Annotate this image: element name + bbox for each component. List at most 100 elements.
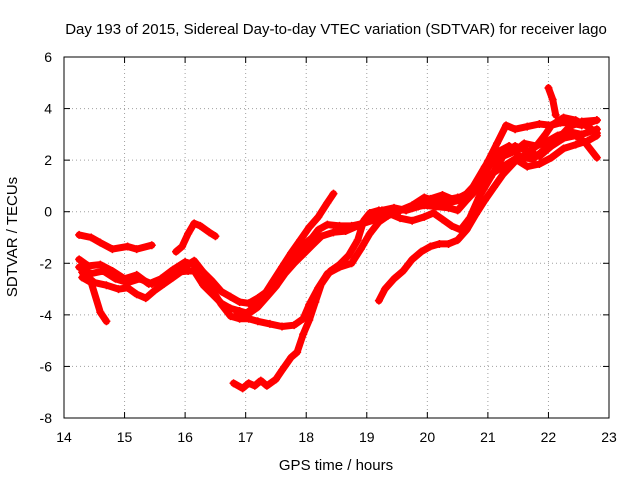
y-tick-label: 2 [44,152,52,168]
data-point-marker [226,292,235,301]
y-tick-label: 4 [44,101,52,117]
y-tick-label: -8 [40,410,53,426]
data-point-marker [238,384,247,393]
x-tick-label: 15 [117,429,133,445]
data-point-marker [299,250,308,259]
data-point-marker [78,268,87,277]
data-point-marker [281,269,290,278]
data-point-marker [453,236,462,245]
data-point-marker [305,223,314,232]
series-track-11 [544,83,560,120]
data-point-marker [432,202,441,211]
data-point-marker [299,314,308,323]
x-tick-label: 20 [420,429,436,445]
data-point-marker [114,285,123,294]
data-point-marker [523,149,532,158]
data-point-marker [511,147,520,156]
data-point-marker [199,268,208,277]
data-point-marker [75,263,84,272]
y-tick-label: -2 [40,255,53,271]
data-point-marker [547,153,556,162]
data-point-marker [341,227,350,236]
data-point-marker [374,206,383,215]
data-point-marker [244,379,253,388]
data-point-marker [308,233,317,242]
data-point-marker [232,310,241,319]
data-point-marker [323,198,332,207]
data-point-marker [217,287,226,296]
data-point-marker [447,221,456,230]
data-point-marker [420,212,429,221]
data-point-marker [75,255,84,264]
data-point-marker [356,245,365,254]
data-point-marker [317,232,326,241]
axis-ticks: 14 15 16 17 18 19 20 21 22 23 -8 -6 -4 -2 0 2 4 6 [40,49,617,445]
data-point-marker [229,379,238,388]
data-point-marker [417,247,426,256]
x-tick-label: 21 [480,429,496,445]
data-point-marker [96,260,105,269]
series-track-10 [441,113,601,205]
data-point-marker [511,125,520,134]
data-point-marker [90,278,99,287]
data-point-marker [150,286,159,295]
data-point-marker [178,242,187,251]
data-point-marker [380,285,389,294]
data-point-marker [190,267,199,276]
data-point-marker [226,312,235,321]
y-tick-label: 6 [44,49,52,65]
data-point-marker [592,153,601,162]
data-point-marker [96,308,105,317]
data-point-marker [271,375,280,384]
grid [64,57,609,418]
data-point-marker [374,296,383,305]
data-point-marker [429,209,438,218]
data-point-marker [511,157,520,166]
data-point-marker [293,348,302,357]
data-point-marker [278,263,286,272]
data-point-marker [486,172,495,181]
data-point-marker [535,160,544,169]
data-point-marker [241,309,250,318]
data-point-marker [577,130,586,139]
data-point-marker [544,136,553,145]
data-point-marker [96,238,105,247]
data-point-marker [583,136,592,145]
data-point-marker [323,220,332,229]
data-point-marker [520,139,529,148]
data-point-marker [344,251,353,260]
data-point-marker [314,225,323,234]
data-point-marker [244,314,253,323]
data-point-marker [444,203,453,212]
data-point-marker [441,196,450,205]
data-point-marker [426,194,435,203]
series-track-6 [172,219,220,256]
data-point-marker [347,259,356,268]
data-point-marker [359,216,368,225]
data-point-marker [544,83,553,92]
data-point-marker [265,319,274,328]
data-point-marker [365,229,374,238]
data-point-marker [290,321,299,330]
data-point-marker [329,189,338,198]
data-point-marker [453,206,462,215]
data-point-marker [253,317,262,326]
data-point-marker [483,157,492,166]
data-point-marker [123,242,132,251]
data-point-marker [559,144,568,153]
data-point-marker [408,203,417,212]
data-point-marker [102,317,111,326]
data-point-marker [499,170,508,179]
data-point-marker [462,225,471,234]
data-point-marker [553,131,562,140]
data-point-marker [196,221,205,230]
data-point-marker [474,174,483,183]
data-point-marker [535,120,544,129]
data-point-marker [287,353,296,362]
x-tick-label: 22 [541,429,557,445]
data-point-marker [444,239,453,248]
data-point-marker [278,366,286,375]
data-point-marker [147,279,156,288]
y-tick-label: -4 [40,307,53,323]
data-point-marker [102,281,111,290]
